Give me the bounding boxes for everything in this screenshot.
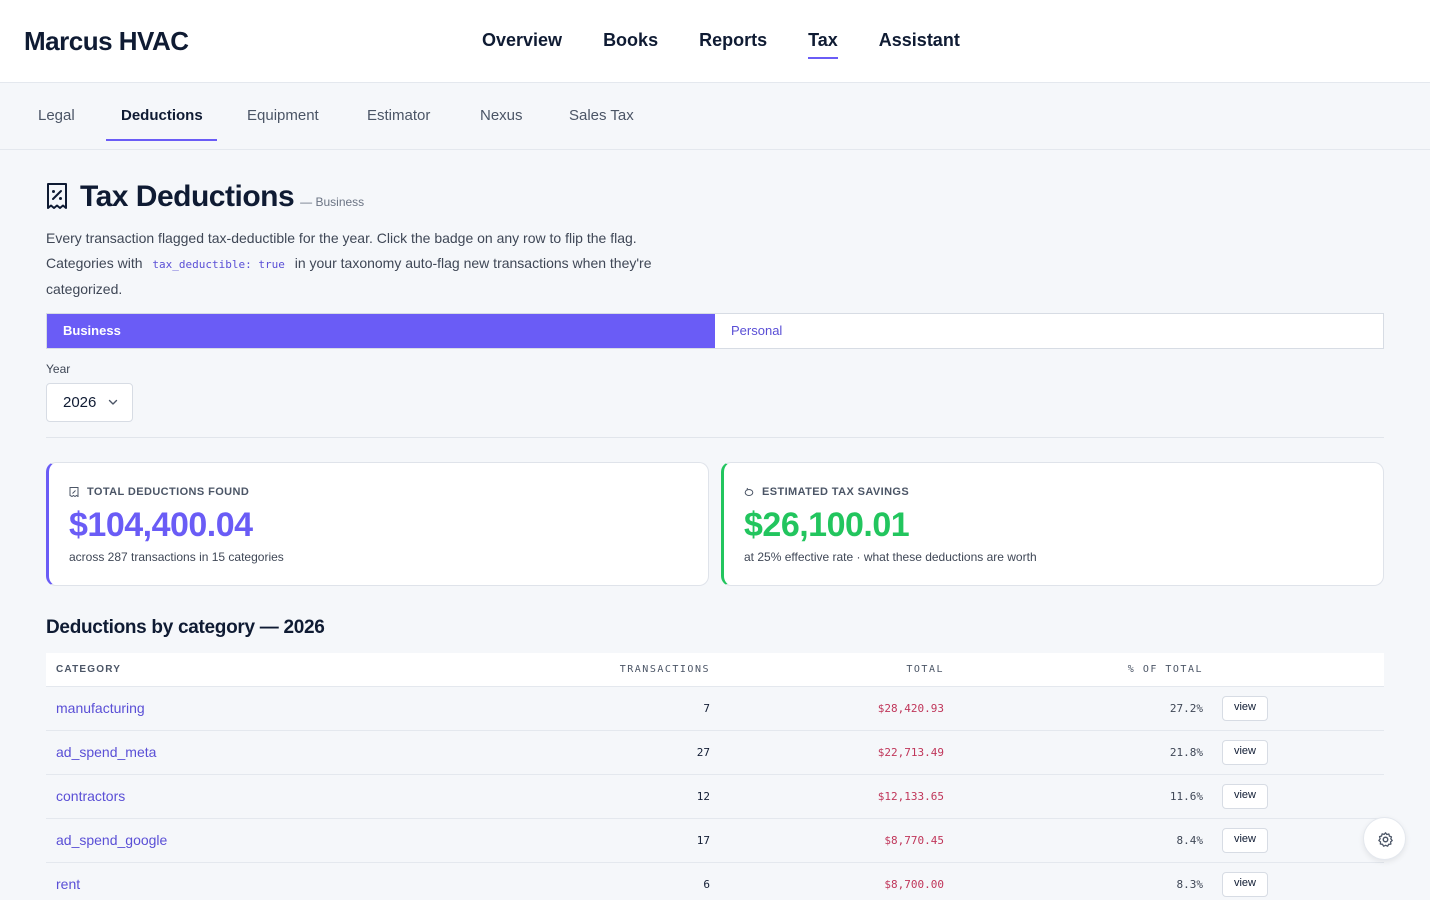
view-button[interactable]: view — [1222, 740, 1268, 765]
description-text-1: Every transaction flagged tax-deductible… — [46, 230, 637, 271]
nav-assistant[interactable]: Assistant — [878, 30, 960, 50]
total-amount: $8,700.00 — [884, 878, 944, 891]
category-link[interactable]: ad_spend_meta — [56, 744, 157, 760]
table-row: rent 6 $8,700.00 8.3% view — [46, 863, 1384, 900]
percent-of-total: 11.6% — [1169, 790, 1203, 803]
nav-books[interactable]: Books — [603, 30, 659, 50]
table-row: ad_spend_meta 27 $22,713.49 21.8% view — [46, 731, 1384, 775]
tab-legal[interactable]: Legal — [38, 107, 75, 124]
tax-savings-card: ESTIMATED TAX SAVINGS $26,100.01 at 25% … — [721, 462, 1384, 586]
total-amount: $12,133.65 — [877, 790, 944, 803]
receipt-icon — [69, 487, 79, 497]
year-value: 2026 — [63, 394, 97, 411]
tab-nexus[interactable]: Nexus — [480, 107, 523, 124]
tax-savings-value: $26,100.01 — [744, 506, 910, 544]
transaction-count: 7 — [703, 702, 710, 715]
page-title-suffix: — Business — [300, 195, 365, 209]
total-amount: $8,770.45 — [884, 834, 944, 847]
piggy-bank-icon — [744, 487, 754, 496]
total-amount: $22,713.49 — [877, 746, 944, 759]
category-link[interactable]: contractors — [56, 788, 126, 804]
nav-tax[interactable]: Tax — [808, 30, 838, 59]
section-title: Deductions by category — 2026 — [46, 617, 325, 638]
transaction-count: 6 — [703, 878, 710, 891]
view-button[interactable]: view — [1222, 872, 1268, 897]
transaction-count: 27 — [696, 746, 710, 759]
view-button[interactable]: view — [1222, 696, 1268, 721]
tab-deductions[interactable]: Deductions — [121, 107, 203, 124]
tab-estimator[interactable]: Estimator — [367, 107, 431, 124]
settings-button[interactable] — [1363, 817, 1406, 860]
receipt-icon — [47, 183, 67, 209]
page-header: Tax Deductions — Business — [46, 180, 364, 214]
page-title: Tax Deductions — [80, 180, 295, 213]
nav-reports[interactable]: Reports — [699, 30, 768, 50]
percent-of-total: 27.2% — [1169, 702, 1203, 715]
total-amount: $28,420.93 — [877, 702, 944, 715]
year-select[interactable]: 2026 — [46, 383, 133, 422]
total-deductions-card: TOTAL DEDUCTIONS FOUND $104,400.04 acros… — [46, 462, 709, 586]
col-header-transactions[interactable]: TRANSACTIONS — [619, 664, 710, 675]
col-header-pct[interactable]: % OF TOTAL — [1127, 664, 1203, 675]
category-link[interactable]: rent — [56, 876, 81, 892]
total-deductions-label: TOTAL DEDUCTIONS FOUND — [69, 486, 249, 498]
transaction-count: 12 — [696, 790, 710, 803]
tab-sales-tax[interactable]: Sales Tax — [569, 107, 634, 124]
tax-savings-label-text: ESTIMATED TAX SAVINGS — [762, 486, 910, 498]
tax-savings-sub: at 25% effective rate · what these deduc… — [744, 550, 1037, 564]
page-description: Every transaction flagged tax-deductible… — [46, 226, 656, 302]
brand-name[interactable]: Marcus HVAC — [24, 26, 189, 56]
col-header-total[interactable]: TOTAL — [906, 664, 944, 675]
business-toggle-button[interactable]: Business — [47, 314, 715, 348]
chevron-down-icon — [108, 399, 118, 405]
table-row: manufacturing 7 $28,420.93 27.2% view — [46, 687, 1384, 731]
percent-of-total: 21.8% — [1169, 746, 1203, 759]
total-deductions-sub: across 287 transactions in 15 categories — [69, 550, 284, 564]
scrollbar[interactable] — [1430, 0, 1440, 900]
deductions-table: CATEGORY TRANSACTIONS TOTAL % OF TOTAL m… — [46, 653, 1384, 900]
table-row: ad_spend_google 17 $8,770.45 8.4% view — [46, 819, 1384, 863]
gear-icon — [1378, 832, 1393, 847]
top-bar: Marcus HVAC Overview Books Reports Tax A… — [0, 0, 1430, 83]
view-button[interactable]: view — [1222, 828, 1268, 853]
description-code: tax_deductible: true — [152, 258, 285, 271]
view-button[interactable]: view — [1222, 784, 1268, 809]
tab-equipment[interactable]: Equipment — [247, 107, 319, 124]
category-link[interactable]: ad_spend_google — [56, 832, 168, 848]
total-deductions-label-text: TOTAL DEDUCTIONS FOUND — [87, 486, 250, 498]
total-deductions-value: $104,400.04 — [69, 506, 253, 544]
section-divider — [46, 437, 1384, 438]
year-label: Year — [46, 362, 71, 376]
table-row: contractors 12 $12,133.65 11.6% view — [46, 775, 1384, 819]
transaction-count: 17 — [696, 834, 710, 847]
sub-nav: Legal Deductions Equipment Estimator Nex… — [0, 84, 1430, 150]
col-header-category[interactable]: CATEGORY — [56, 664, 122, 675]
table-header: CATEGORY TRANSACTIONS TOTAL % OF TOTAL — [46, 653, 1384, 687]
percent-of-total: 8.4% — [1176, 834, 1204, 847]
main-nav: Overview Books Reports Tax Assistant — [482, 30, 1001, 59]
percent-of-total: 8.3% — [1176, 878, 1204, 891]
category-link[interactable]: manufacturing — [56, 700, 145, 716]
entity-toggle: Business Personal — [46, 313, 1384, 349]
active-tab-indicator — [106, 139, 217, 141]
description-text-2: in your taxonomy auto-flag new transacti… — [46, 255, 652, 297]
tax-savings-label: ESTIMATED TAX SAVINGS — [744, 486, 909, 498]
nav-overview[interactable]: Overview — [482, 30, 563, 50]
personal-toggle-button[interactable]: Personal — [731, 323, 783, 338]
